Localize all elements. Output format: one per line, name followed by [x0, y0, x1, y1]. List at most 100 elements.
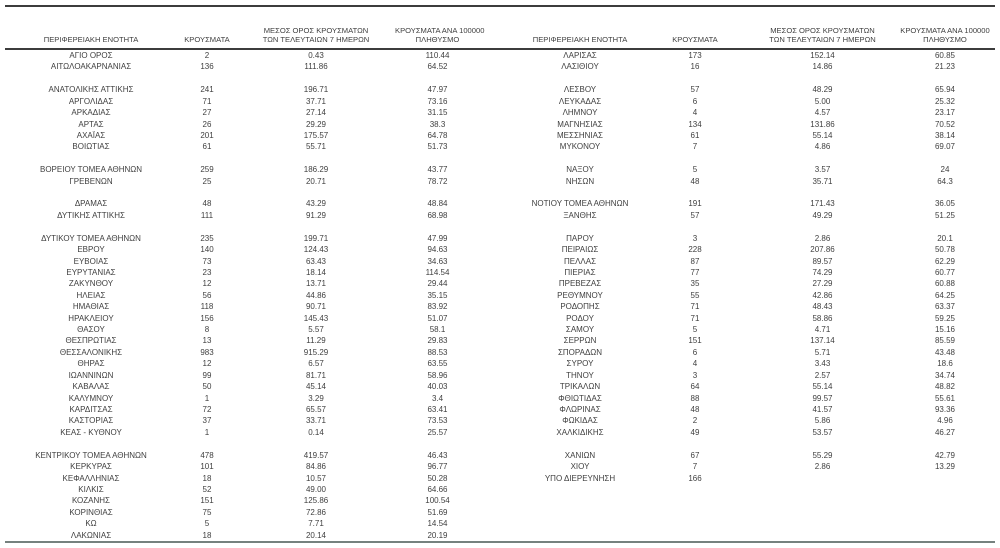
region-cell-right: ΛΑΡΙΣΑΣ	[563, 51, 597, 60]
per100k-cell-left: 35.15	[427, 290, 448, 300]
cases-cell-left: 25	[202, 176, 212, 186]
table-row: ΘΕΣΣΑΛΟΝΙΚΗΣ 983 915.29 88.53 ΣΠΟΡΑΔΩΝ 6 5.71 4…	[5, 347, 995, 358]
per100k-cell-left: 40.03	[427, 382, 448, 392]
per100k-cell-left: 63.55	[427, 359, 448, 369]
cases-cell-right: 191	[688, 199, 702, 209]
avg7-cell-left: 44.86	[305, 290, 327, 300]
avg7-cell-right: 4.57	[814, 108, 831, 118]
cases-cell-left: 1	[204, 427, 210, 437]
region-cell-right: ΠΙΕΡΙΑΣ	[564, 267, 596, 277]
per100k-cell-left: 48.84	[427, 199, 448, 209]
per100k-cell-right	[895, 473, 995, 484]
region-cell-left: ΔΥΤΙΚΗΣ ΑΤΤΙΚΗΣ	[57, 210, 125, 220]
table-row: ΕΥΡΥΤΑΝΙΑΣ 23 18.14 114.54 ΠΙΕΡΙΑΣ 77 74.29 60.…	[5, 267, 995, 278]
region-cell-right	[500, 187, 660, 198]
cases-cell-left: 241	[200, 85, 214, 95]
region-cell-left: ΖΑΚΥΝΘΟΥ	[68, 279, 114, 289]
avg7-cell-left: 125.86	[303, 496, 329, 506]
avg7-cell-left: 5.57	[308, 325, 324, 335]
header-row: ΠΕΡΙΦΕΡΕΙΑΚΗ ΕΝΟΤΗΤΑ ΚΡΟΥΣΜΑΤΑ ΜΕΣΟΣ ΟΡΟ…	[5, 6, 995, 50]
avg7-cell-left: 11.29	[306, 336, 326, 346]
per100k-cell-right	[895, 518, 995, 529]
per100k-cell-right: 13.29	[934, 462, 956, 472]
per100k-cell-left: 94.63	[427, 245, 448, 255]
region-cell-left: ΚΕΑΣ - ΚΥΘΝΟΥ	[60, 427, 122, 437]
cases-cell-right: 3	[692, 370, 698, 380]
avg7-cell-right: 3.43	[814, 359, 831, 369]
avg7-cell-left: 37.71	[305, 96, 327, 106]
per100k-cell-right	[895, 438, 995, 449]
cases-cell-right: 87	[690, 256, 700, 266]
table-row: ΑΡΤΑΣ 26 29.29 38.3 ΜΑΓΝΗΣΙΑΣ 134 131.86 70.52	[5, 119, 995, 130]
avg7-cell-left	[237, 187, 395, 198]
avg7-cell-left: 6.57	[308, 359, 324, 369]
region-cell-left: ΕΥΒΟΙΑΣ	[73, 256, 109, 266]
region-cell-left	[5, 73, 177, 84]
region-cell-right	[500, 438, 660, 449]
per100k-cell-right: 20.1	[937, 233, 953, 243]
cases-cell-right: 71	[690, 302, 700, 312]
cases-cell-left: 72	[202, 405, 212, 415]
table-row: ΔΥΤΙΚΟΥ ΤΟΜΕΑ ΑΘΗΝΩΝ 235 199.71 47.99 ΠΑΡΟΥ 3…	[5, 233, 995, 244]
table-header: ΠΕΡΙΦΕΡΕΙΑΚΗ ΕΝΟΤΗΤΑ ΚΡΟΥΣΜΑΤΑ ΜΕΣΟΣ ΟΡΟ…	[5, 6, 995, 50]
per100k-cell-left: 83.92	[427, 302, 448, 312]
region-cell-right	[500, 530, 660, 542]
avg7-cell-left: 84.86	[305, 462, 327, 472]
region-cell-left: ΒΟΙΩΤΙΑΣ	[72, 142, 110, 152]
avg7-cell-left: 3.29	[308, 393, 324, 403]
cases-cell-left: 52	[202, 484, 212, 494]
cases-cell-left: 27	[202, 108, 212, 118]
table-row: ΒΟΡΕΙΟΥ ΤΟΜΕΑ ΑΘΗΝΩΝ 259 186.29 43.77 ΝΑΞΟΥ 5…	[5, 164, 995, 175]
per100k-cell-right: 51.25	[934, 210, 956, 220]
per100k-cell-right	[895, 187, 995, 198]
avg7-cell-right: 14.86	[812, 62, 833, 72]
cases-cell-left: 259	[200, 165, 214, 175]
region-cell-right: ΝΟΤΙΟΥ ΤΟΜΕΑ ΑΘΗΝΩΝ	[531, 199, 629, 209]
region-cell-left: ΑΝΑΤΟΛΙΚΗΣ ΑΤΤΙΚΗΣ	[48, 85, 134, 95]
cases-cell-right	[660, 73, 730, 84]
avg7-cell-right: 48.43	[812, 302, 833, 312]
cases-cell-left: 73	[202, 256, 212, 266]
region-cell-left: ΗΛΕΙΑΣ	[76, 290, 106, 300]
per100k-cell-right	[895, 153, 995, 164]
region-cell-right	[500, 153, 660, 164]
per100k-cell-left: 51.69	[427, 507, 448, 517]
per100k-cell-left: 51.73	[427, 142, 448, 152]
per100k-cell-right	[895, 221, 995, 232]
avg7-cell-right: 3.57	[814, 165, 831, 175]
table-row: ΗΛΕΙΑΣ 56 44.86 35.15 ΡΕΘΥΜΝΟΥ 55 42.86 64.25	[5, 290, 995, 301]
avg7-cell-left: 0.14	[308, 427, 324, 437]
col-header-avg7-line2: ΤΩΝ ΤΕΛΕΥΤΑΙΩΝ 7 ΗΜΕΡΩΝ	[262, 35, 370, 45]
region-cell-left: ΕΒΡΟΥ	[77, 245, 105, 255]
region-cell-left: ΕΥΡΥΤΑΝΙΑΣ	[66, 267, 116, 277]
region-cell-right	[500, 495, 660, 506]
per100k-cell-left	[395, 153, 500, 164]
region-cell-left: ΘΕΣΠΡΩΤΙΑΣ	[65, 336, 117, 346]
region-cell-right: ΤΡΙΚΑΛΩΝ	[559, 382, 601, 392]
per100k-cell-right	[895, 507, 995, 518]
region-cell-right: ΥΠΟ ΔΙΕΡΕΥΝΗΣΗ	[544, 473, 616, 483]
region-cell-right: ΣΠΟΡΑΔΩΝ	[557, 347, 603, 357]
col-header-cases-right: ΚΡΟΥΣΜΑΤΑ	[660, 6, 730, 50]
table-row: ΕΒΡΟΥ 140 124.43 94.63 ΠΕΙΡΑΙΩΣ 228 207.86 50.7…	[5, 244, 995, 255]
cases-cell-right: 35	[690, 279, 700, 289]
cases-cell-right: 55	[690, 290, 700, 300]
per100k-cell-right: 50.78	[934, 245, 956, 255]
region-cell-right: ΜΕΣΣΗΝΙΑΣ	[557, 130, 603, 140]
region-cell-right: ΦΩΚΙΔΑΣ	[562, 416, 598, 426]
region-cell-right: ΝΑΞΟΥ	[566, 165, 594, 175]
table-row: ΑΙΤΩΛΟΑΚΑΡΝΑΝΙΑΣ 136 111.86 64.52 ΛΑΣΙΘΙΟΥ 16…	[5, 61, 995, 72]
cases-cell-right: 6	[692, 347, 698, 357]
region-cell-right: ΛΑΣΙΘΙΟΥ	[561, 62, 599, 72]
per100k-cell-right: 64.25	[934, 290, 956, 300]
avg7-cell-left: 43.29	[305, 199, 327, 209]
region-cell-right	[500, 507, 660, 518]
cases-cell-right	[660, 507, 730, 518]
col-header-per100k-line2: ΠΛΗΘΥΣΜΟ	[415, 35, 460, 45]
region-cell-left: ΚΑΣΤΟΡΙΑΣ	[68, 416, 114, 426]
avg7-cell-left: 0.43	[308, 51, 324, 60]
per100k-cell-left: 100.54	[425, 496, 450, 506]
region-cell-left: ΚΕΡΚΥΡΑΣ	[70, 462, 112, 472]
region-cell-left: ΚΕΝΤΡΙΚΟΥ ΤΟΜΕΑ ΑΘΗΝΩΝ	[35, 450, 147, 460]
avg7-cell-left: 65.57	[305, 405, 327, 415]
